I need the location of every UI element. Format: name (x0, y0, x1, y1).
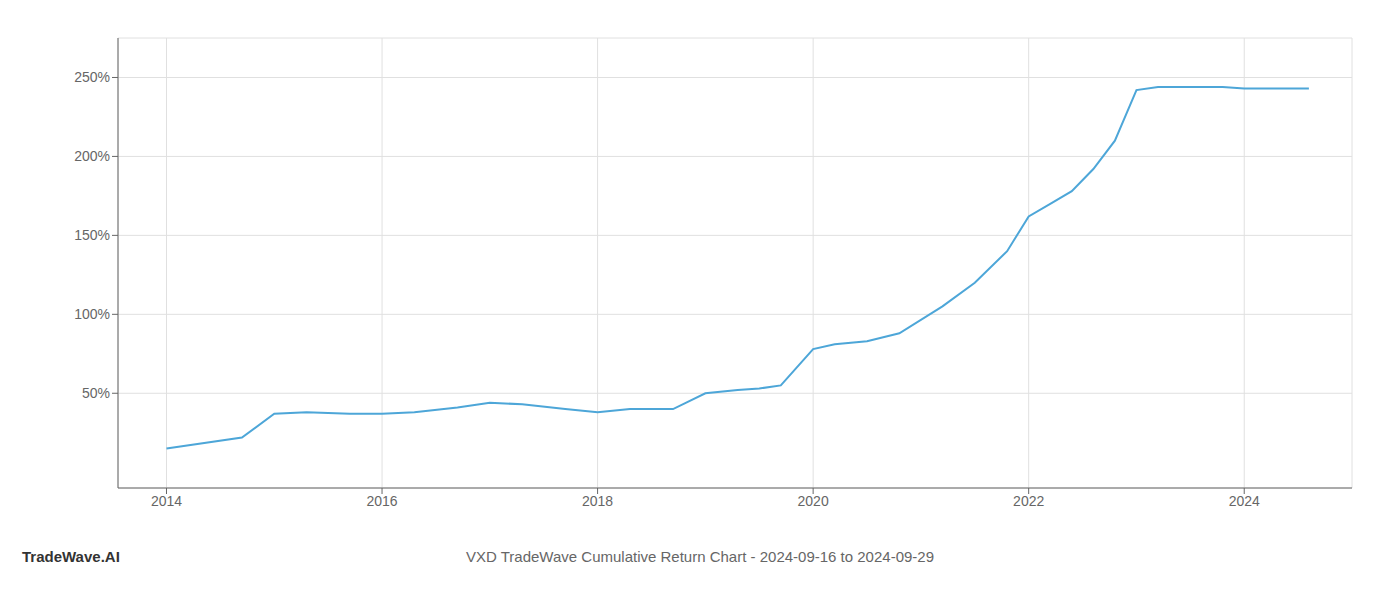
svg-text:150%: 150% (74, 227, 110, 243)
svg-text:2022: 2022 (1013, 493, 1044, 509)
svg-text:2020: 2020 (798, 493, 829, 509)
svg-text:2024: 2024 (1229, 493, 1260, 509)
svg-text:100%: 100% (74, 306, 110, 322)
svg-text:50%: 50% (82, 385, 110, 401)
svg-text:2018: 2018 (582, 493, 613, 509)
svg-text:2014: 2014 (151, 493, 182, 509)
svg-text:2016: 2016 (366, 493, 397, 509)
html-text:TradeWave.AI: TradeWave.AI (22, 548, 120, 565)
svg-text:250%: 250% (74, 69, 110, 85)
svg-text:200%: 200% (74, 148, 110, 164)
html-text:VXD TradeWave Cumulative Retur: VXD TradeWave Cumulative Return Chart - … (466, 548, 934, 565)
